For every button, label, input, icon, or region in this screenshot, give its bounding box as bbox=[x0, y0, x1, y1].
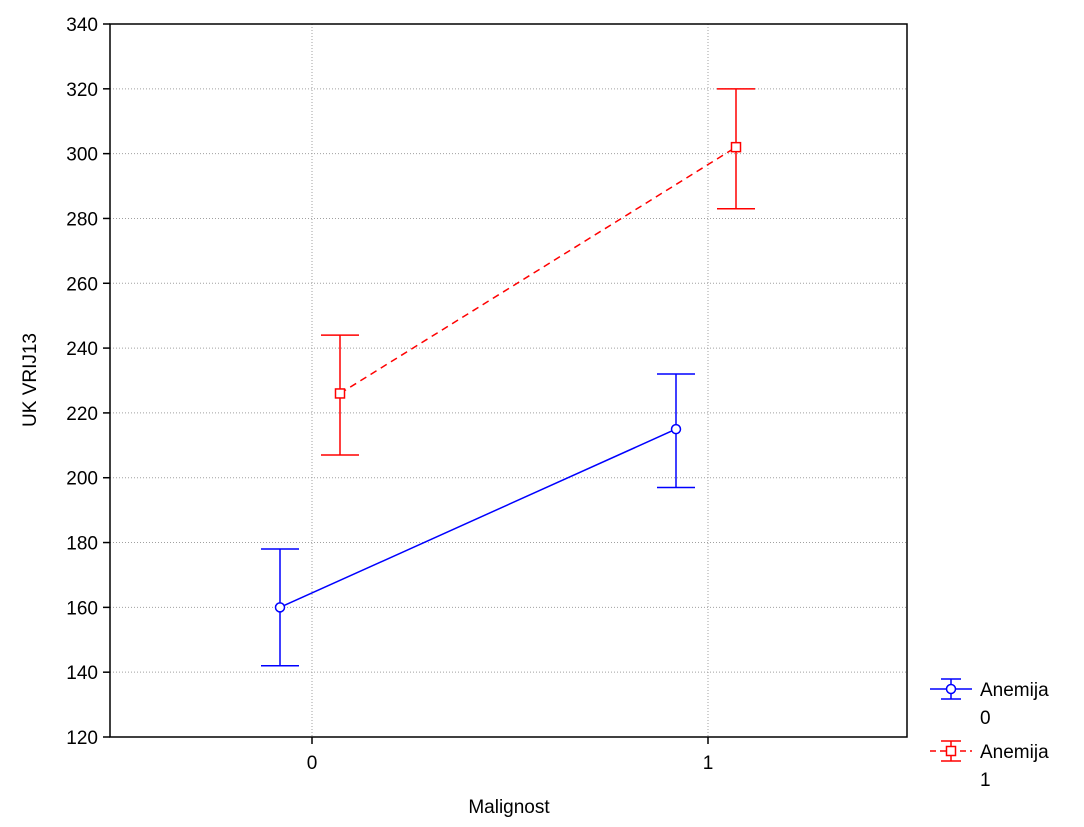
y-tick-label: 140 bbox=[66, 663, 98, 684]
series-line bbox=[339, 146, 737, 395]
y-tick-label: 340 bbox=[66, 15, 98, 36]
y-tick-label: 160 bbox=[66, 598, 98, 619]
data-point bbox=[730, 141, 742, 153]
plot-area bbox=[109, 23, 908, 738]
legend-marker bbox=[945, 745, 957, 757]
legend-item-0: Anemija 0 bbox=[930, 678, 1049, 729]
legend-label-value: 1 bbox=[980, 770, 991, 791]
data-point bbox=[274, 602, 286, 613]
y-tick-label: 220 bbox=[66, 404, 98, 425]
y-axis-ticks: 120 140 160 180 200 220 240 260 280 300 320 340 bbox=[66, 15, 110, 749]
y-tick-label: 300 bbox=[66, 145, 98, 166]
x-axis-title: Malignost bbox=[468, 797, 550, 818]
series-line bbox=[279, 428, 677, 609]
series-1 bbox=[321, 88, 755, 456]
y-tick-label: 120 bbox=[66, 728, 98, 749]
legend-marker bbox=[945, 683, 957, 695]
y-tick-label: 240 bbox=[66, 339, 98, 360]
series-layer bbox=[261, 88, 755, 667]
legend-label: Anemija bbox=[980, 742, 1049, 763]
legend-label: Anemija bbox=[980, 680, 1049, 701]
y-tick-label: 280 bbox=[66, 209, 98, 230]
y-tick-label: 200 bbox=[66, 469, 98, 490]
series-0 bbox=[261, 373, 695, 667]
x-tick-label: 0 bbox=[307, 753, 318, 774]
y-tick-label: 260 bbox=[66, 274, 98, 295]
legend-label-value: 0 bbox=[980, 708, 991, 729]
data-point bbox=[670, 423, 682, 435]
grid-lines bbox=[110, 24, 907, 737]
y-axis-title: UK VRIJ13 bbox=[20, 333, 41, 427]
legend-item-1: Anemija 1 bbox=[930, 740, 1049, 791]
x-tick-label: 1 bbox=[703, 753, 714, 774]
y-tick-label: 320 bbox=[66, 80, 98, 101]
data-point bbox=[334, 388, 346, 399]
legend: Anemija 0 Anemija 1 bbox=[930, 678, 1049, 791]
y-tick-label: 180 bbox=[66, 534, 98, 555]
